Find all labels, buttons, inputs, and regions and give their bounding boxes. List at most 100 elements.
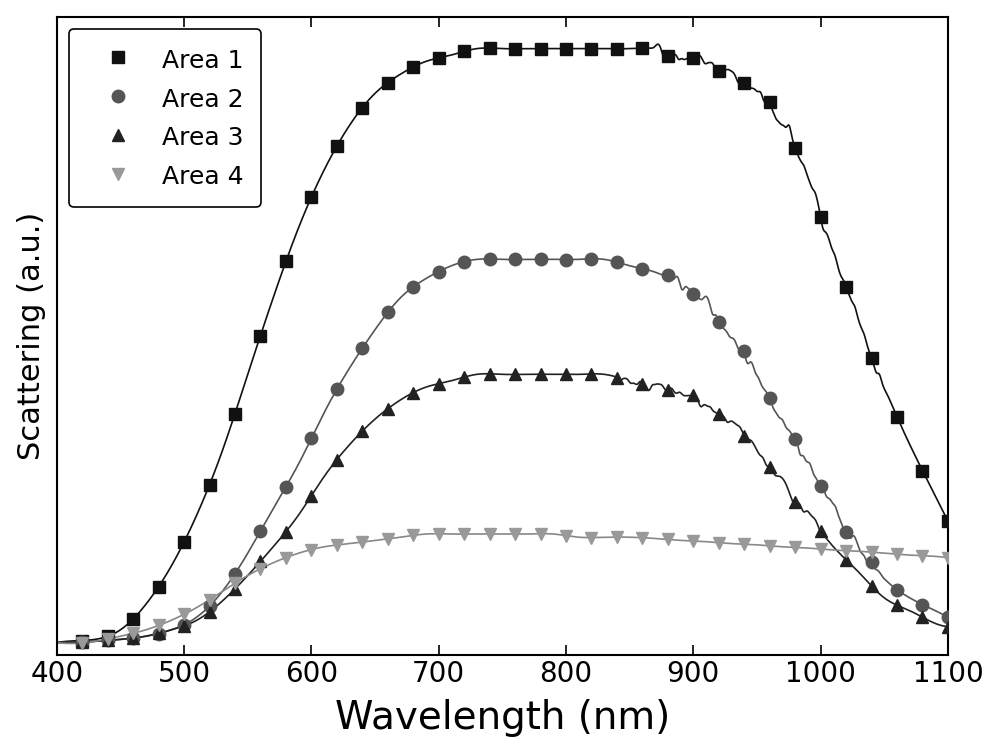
Area 3: [102, 636, 114, 645]
Area 1: [280, 257, 292, 266]
Area 1: [407, 63, 419, 72]
Area 2: [484, 254, 496, 263]
Area 3: [611, 374, 623, 383]
Area 3: [840, 555, 852, 564]
Area 1: [254, 331, 266, 340]
Area 2: [585, 254, 597, 263]
Area 1: [433, 54, 445, 63]
Area 2: [254, 526, 266, 535]
Area 2: [611, 258, 623, 267]
Area 3: [153, 629, 165, 638]
X-axis label: Wavelength (nm): Wavelength (nm): [335, 699, 670, 737]
Area 4: [433, 529, 445, 538]
Area 1: [102, 632, 114, 641]
Area 1: [891, 412, 903, 421]
Area 3: [254, 557, 266, 566]
Area 3: [280, 527, 292, 536]
Legend: Area 1, Area 2, Area 3, Area 4: Area 1, Area 2, Area 3, Area 4: [69, 29, 261, 207]
Area 4: [866, 547, 878, 556]
Area 4: [407, 531, 419, 540]
Area 2: [229, 569, 241, 578]
Area 4: [560, 531, 572, 540]
Area 3: [305, 491, 317, 500]
Area 4: [764, 541, 776, 550]
Area 1: [535, 44, 547, 53]
Y-axis label: Scattering (a.u.): Scattering (a.u.): [17, 212, 46, 460]
Area 1: [178, 538, 190, 547]
Area 4: [484, 529, 496, 538]
Area 4: [713, 538, 725, 547]
Area 2: [305, 434, 317, 443]
Area 4: [687, 537, 699, 546]
Area 1: [356, 103, 368, 112]
Area 4: [178, 610, 190, 619]
Area 3: [560, 370, 572, 379]
Area 3: [484, 369, 496, 379]
Area 4: [127, 629, 139, 638]
Area 3: [509, 370, 521, 379]
Area 1: [866, 354, 878, 363]
Area 3: [891, 601, 903, 610]
Area 3: [127, 633, 139, 642]
Area 4: [509, 529, 521, 538]
Area 3: [636, 379, 648, 388]
Area 4: [204, 595, 216, 604]
Area 1: [229, 409, 241, 418]
Area 1: [942, 516, 954, 526]
Area 1: [815, 213, 827, 222]
Area 4: [153, 621, 165, 630]
Area 3: [331, 455, 343, 464]
Area 1: [458, 47, 470, 56]
Area 4: [254, 564, 266, 573]
Area 3: [916, 613, 928, 622]
Area 2: [789, 434, 801, 443]
Area 1: [840, 283, 852, 292]
Area 2: [764, 394, 776, 403]
Area 4: [611, 532, 623, 541]
Area 2: [331, 385, 343, 394]
Area 1: [611, 44, 623, 54]
Area 3: [713, 409, 725, 418]
Area 2: [840, 528, 852, 537]
Area 3: [662, 385, 674, 394]
Area 1: [585, 44, 597, 53]
Area 2: [866, 557, 878, 566]
Area 2: [738, 347, 750, 356]
Area 4: [382, 535, 394, 544]
Area 4: [636, 533, 648, 542]
Area 2: [153, 629, 165, 638]
Area 4: [891, 550, 903, 559]
Area 2: [382, 308, 394, 317]
Area 4: [102, 634, 114, 643]
Area 4: [942, 553, 954, 562]
Area 2: [942, 612, 954, 621]
Area 1: [509, 44, 521, 54]
Area 3: [942, 622, 954, 631]
Area 2: [76, 637, 88, 646]
Area 2: [815, 481, 827, 490]
Area 1: [713, 66, 725, 75]
Area 3: [407, 388, 419, 397]
Area 3: [204, 607, 216, 616]
Area 4: [662, 535, 674, 544]
Area 2: [636, 264, 648, 273]
Area 1: [916, 466, 928, 475]
Area 2: [687, 290, 699, 299]
Area 4: [738, 540, 750, 549]
Area 3: [76, 637, 88, 646]
Area 2: [204, 602, 216, 611]
Area 4: [229, 579, 241, 588]
Area 2: [535, 255, 547, 264]
Area 1: [662, 51, 674, 60]
Area 2: [178, 620, 190, 629]
Area 1: [382, 78, 394, 87]
Area 3: [738, 431, 750, 440]
Area 2: [891, 585, 903, 594]
Area 1: [789, 143, 801, 152]
Area 3: [789, 498, 801, 507]
Area 2: [407, 282, 419, 291]
Area 3: [458, 372, 470, 382]
Area 2: [509, 255, 521, 264]
Area 1: [76, 636, 88, 645]
Area 4: [840, 546, 852, 555]
